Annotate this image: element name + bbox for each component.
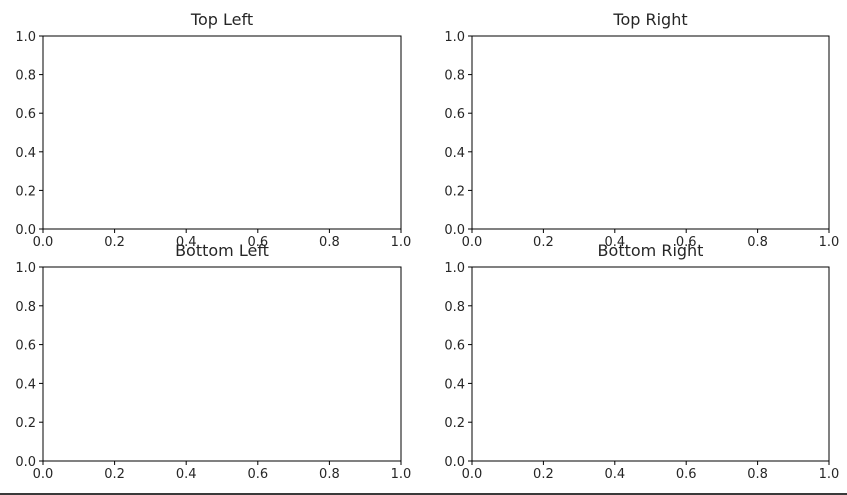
subplots-grid: 0.0 0.2 0.4 0.6 0.8 1.0 0.0 0.2 0.4 0.6 0.8 1.0 Top … <box>15 10 839 482</box>
y-tick-label: 0.2 <box>444 416 465 431</box>
y-tick-label: 0.8 <box>444 300 465 315</box>
axes-frame-bottom-left <box>42 266 402 462</box>
x-tick-label: 1.0 <box>819 467 840 482</box>
subplot-top-right: 0.0 0.2 0.4 0.6 0.8 1.0 0.0 0.2 0.4 0.6 0.8 1.0 Top … <box>444 10 839 250</box>
bottom-border <box>0 493 847 495</box>
x-tick-label: 0.6 <box>676 235 697 250</box>
y-tick-label: 0.0 <box>15 455 36 470</box>
x-tick-label: 0.4 <box>176 467 197 482</box>
x-tick-label: 0.0 <box>33 235 54 250</box>
x-tick-label: 0.2 <box>533 235 554 250</box>
y-tick-label: 0.6 <box>15 107 36 122</box>
subplot-title-top-right: Top Right <box>612 10 687 29</box>
y-tick-label: 0.6 <box>15 339 36 354</box>
y-tick-label: 0.2 <box>15 416 36 431</box>
x-tick-label: 0.2 <box>533 467 554 482</box>
y-tick-label: 0.0 <box>444 455 465 470</box>
x-tick-label: 1.0 <box>819 235 840 250</box>
x-tick-label: 0.8 <box>319 235 340 250</box>
axes-frame-top-right <box>471 35 830 230</box>
y-tick-label: 0.0 <box>444 223 465 238</box>
x-tick-label: 1.0 <box>391 235 412 250</box>
x-tick-label: 0.4 <box>176 235 197 250</box>
axes-frame-top-left <box>42 35 402 230</box>
y-tick-label: 0.6 <box>444 107 465 122</box>
subplot-title-bottom-left: Bottom Left <box>175 241 269 260</box>
x-tick-label: 0.2 <box>104 235 125 250</box>
y-tick-label: 0.4 <box>15 146 36 161</box>
y-tick-label: 1.0 <box>444 30 465 45</box>
x-tick-label: 0.0 <box>462 235 483 250</box>
y-tick-label: 1.0 <box>15 30 36 45</box>
x-tick-label: 0.6 <box>676 467 697 482</box>
y-tick-label: 0.8 <box>15 69 36 84</box>
y-tick-label: 0.6 <box>444 339 465 354</box>
x-tick-label: 0.8 <box>319 467 340 482</box>
y-tick-label: 0.8 <box>15 300 36 315</box>
y-tick-label: 0.0 <box>15 223 36 238</box>
x-tick-label: 0.6 <box>247 235 268 250</box>
y-tick-label: 1.0 <box>444 261 465 276</box>
x-tick-label: 1.0 <box>391 467 412 482</box>
x-tick-label: 0.0 <box>462 467 483 482</box>
y-tick-label: 0.4 <box>444 377 465 392</box>
x-tick-label: 0.8 <box>747 235 768 250</box>
axes-frame-bottom-right <box>471 266 830 462</box>
y-tick-label: 0.8 <box>444 69 465 84</box>
x-tick-label: 0.0 <box>33 467 54 482</box>
subplot-top-left: 0.0 0.2 0.4 0.6 0.8 1.0 0.0 0.2 0.4 0.6 0.8 1.0 Top … <box>15 10 411 250</box>
y-tick-label: 0.4 <box>444 146 465 161</box>
subplot-title-top-left: Top Left <box>190 10 253 29</box>
x-tick-label: 0.6 <box>247 467 268 482</box>
subplot-title-bottom-right: Bottom Right <box>598 241 704 260</box>
y-tick-label: 0.4 <box>15 377 36 392</box>
x-tick-label: 0.2 <box>104 467 125 482</box>
y-tick-label: 1.0 <box>15 261 36 276</box>
x-tick-label: 0.4 <box>604 467 625 482</box>
y-tick-label: 0.2 <box>15 184 36 199</box>
x-tick-label: 0.4 <box>604 235 625 250</box>
subplot-bottom-right: 0.0 0.2 0.4 0.6 0.8 1.0 0.0 0.2 0.4 0.6 0.8 1.0 Bott… <box>444 241 839 482</box>
subplot-bottom-left: 0.0 0.2 0.4 0.6 0.8 1.0 0.0 0.2 0.4 0.6 0.8 1.0 Bott… <box>15 241 411 482</box>
x-tick-label: 0.8 <box>747 467 768 482</box>
y-tick-label: 0.2 <box>444 184 465 199</box>
